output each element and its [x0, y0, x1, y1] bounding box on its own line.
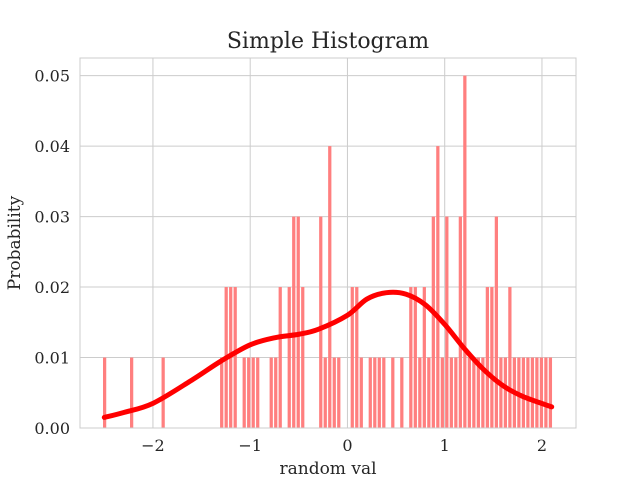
x-tick-label: 1 — [440, 436, 450, 455]
histogram-bar — [409, 287, 413, 428]
x-axis-label: random val — [279, 459, 376, 479]
histogram-bar — [368, 357, 372, 428]
histogram-bar — [436, 146, 440, 428]
histogram-bar — [445, 216, 449, 428]
histogram-bar — [296, 216, 300, 428]
y-tick-label: 0.03 — [34, 208, 70, 227]
histogram-bar — [467, 357, 471, 428]
histogram-bar — [337, 357, 341, 428]
histogram-bar — [373, 357, 377, 428]
histogram-bar — [233, 287, 237, 428]
histogram-bar — [499, 357, 503, 428]
plot-area-frame — [79, 57, 577, 429]
y-tick-label: 0.04 — [34, 137, 70, 156]
histogram-bar — [292, 216, 296, 428]
histogram-bar — [269, 357, 273, 428]
histogram-bar — [535, 357, 539, 428]
y-tick-label: 0.00 — [34, 419, 70, 438]
kde-curve — [101, 289, 555, 420]
histogram-bar — [377, 357, 381, 428]
histogram-bar — [413, 287, 417, 428]
histogram-bar — [476, 357, 480, 428]
histogram-bar — [548, 357, 553, 428]
histogram-bar — [323, 357, 327, 428]
histogram-bar — [355, 287, 359, 428]
histogram-bar — [485, 287, 489, 428]
histogram-bar — [521, 357, 526, 428]
x-tick-labels: −2 −1 0 1 2 — [141, 436, 547, 455]
histogram-bar — [247, 357, 251, 428]
chart-title: Simple Histogram — [227, 29, 429, 54]
histogram-bar — [382, 357, 386, 428]
histogram-bar — [319, 216, 323, 428]
histogram-bar — [102, 357, 107, 428]
histogram-bar — [400, 357, 404, 428]
y-tick-label: 0.01 — [34, 349, 70, 368]
histogram-bar — [359, 357, 363, 428]
histogram-bar — [251, 357, 255, 428]
histogram-bars — [102, 75, 553, 428]
histogram-bar — [449, 357, 453, 428]
histogram-bar — [418, 357, 422, 428]
histogram-bar — [544, 357, 548, 428]
histogram-bar — [431, 216, 435, 428]
histogram-bar — [130, 357, 134, 428]
histogram-bar — [490, 287, 494, 428]
histogram-bar — [539, 357, 544, 428]
histogram-bar — [287, 287, 291, 428]
histogram-bar — [530, 357, 535, 428]
y-tick-label: 0.05 — [34, 67, 70, 86]
histogram-bar — [161, 357, 165, 428]
histogram-bar — [508, 287, 512, 428]
histogram-bar — [278, 287, 282, 428]
y-axis-label: Probability — [5, 195, 25, 290]
histogram-bar — [427, 357, 431, 428]
histogram-bar — [422, 287, 426, 428]
x-tick-label: 0 — [342, 436, 352, 455]
y-tick-labels: 0.00 0.01 0.02 0.03 0.04 0.05 — [34, 67, 70, 438]
histogram-bar — [328, 146, 332, 428]
y-tick-label: 0.02 — [34, 278, 70, 297]
histogram-bar — [463, 75, 467, 428]
x-tick-label: 2 — [537, 436, 547, 455]
histogram-bar — [332, 357, 336, 428]
histogram-bar — [242, 357, 246, 428]
histogram-bar — [472, 357, 476, 428]
histogram-bar — [391, 357, 395, 428]
histogram-bar — [454, 357, 458, 428]
histogram-bar — [274, 357, 278, 428]
x-tick-label: −1 — [238, 436, 262, 455]
histogram-bar — [440, 357, 444, 428]
histogram-bar — [301, 287, 305, 428]
histogram-bar — [458, 216, 462, 428]
histogram-bar — [494, 216, 498, 428]
histogram-bar — [503, 357, 507, 428]
histogram-bar — [350, 287, 354, 428]
histogram-bar — [526, 357, 530, 428]
x-tick-label: −2 — [141, 436, 165, 455]
histogram-bar — [481, 357, 485, 428]
histogram-bar — [256, 357, 260, 428]
histogram-bar — [220, 357, 224, 428]
